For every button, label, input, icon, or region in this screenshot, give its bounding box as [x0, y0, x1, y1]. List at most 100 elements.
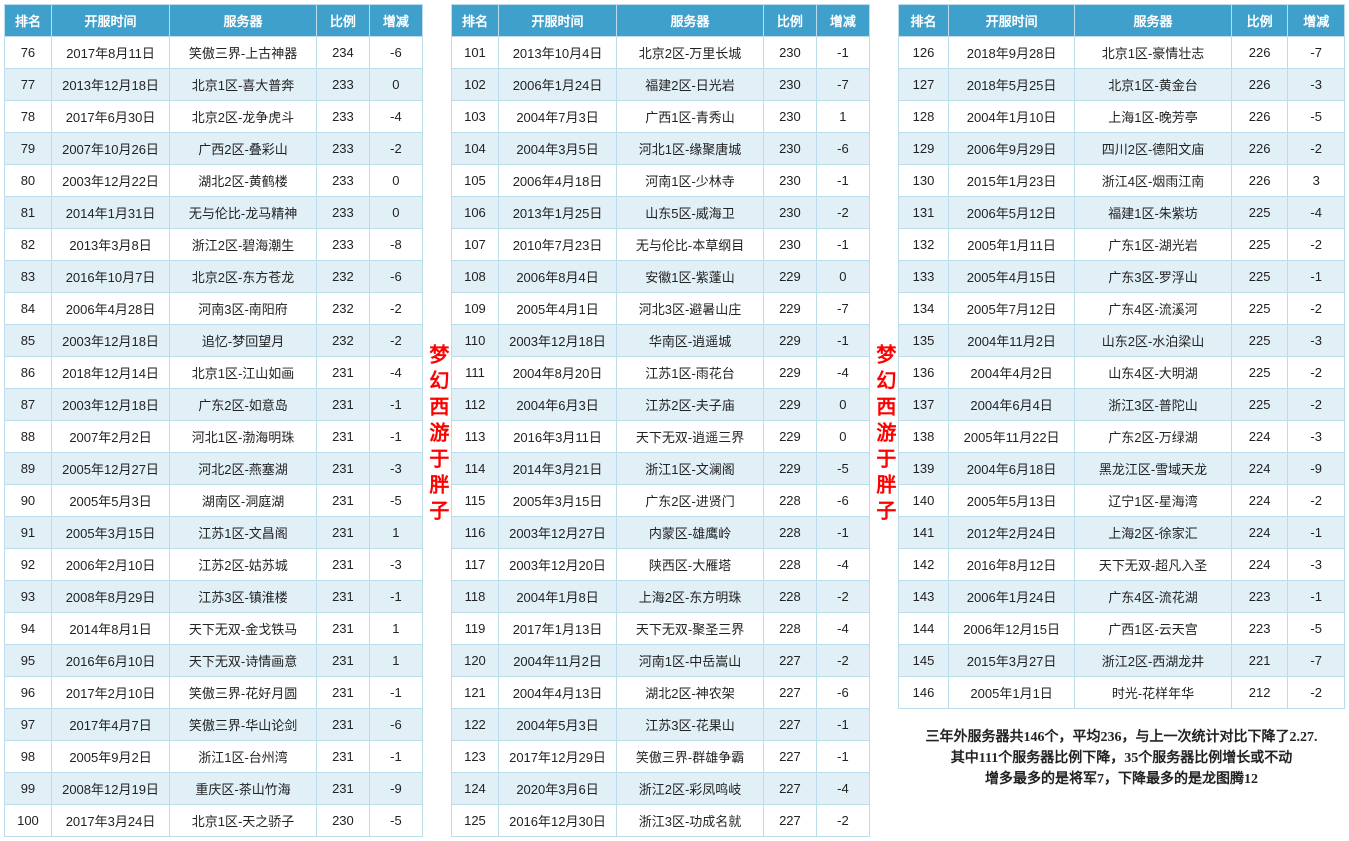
cell-ratio: 225 — [1231, 261, 1288, 293]
cell-delta: 0 — [369, 165, 422, 197]
cell-date: 2004年1月10日 — [949, 101, 1075, 133]
summary-text: 三年外服务器共146个，平均236，与上一次统计对比下降了2.27.其中111个… — [898, 719, 1345, 798]
cell-rank: 143 — [899, 581, 949, 613]
cell-rank: 76 — [5, 37, 52, 69]
cell-server: 湖北2区-神农架 — [617, 677, 764, 709]
ranking-table-3: 排名开服时间服务器比例增减1262018年9月28日北京1区-豪情壮志226-7… — [898, 4, 1345, 709]
table-row: 1322005年1月11日广东1区-湖光岩225-2 — [899, 229, 1345, 261]
table-row: 832016年10月7日北京2区-东方苍龙232-6 — [5, 261, 452, 293]
cell-ratio: 231 — [316, 613, 369, 645]
cell-delta: -6 — [816, 677, 869, 709]
cell-server: 江苏1区-雨花台 — [617, 357, 764, 389]
cell-date: 2005年4月1日 — [498, 293, 616, 325]
table-row: 762017年8月11日笑傲三界-上古神器234-6梦幻西游于胖子 — [5, 37, 452, 69]
cell-delta: -1 — [369, 581, 422, 613]
table-row: 1442006年12月15日广西1区-云天宫223-5 — [899, 613, 1345, 645]
cell-server: 北京1区-江山如画 — [170, 357, 317, 389]
cell-server: 河北1区-渤海明珠 — [170, 421, 317, 453]
cell-delta: -4 — [1288, 197, 1345, 229]
table-row: 922006年2月10日江苏2区-姑苏城231-3 — [5, 549, 452, 581]
cell-ratio: 212 — [1231, 677, 1288, 709]
header-ratio: 比例 — [1231, 5, 1288, 37]
cell-delta: -4 — [369, 101, 422, 133]
table-row: 1222004年5月3日江苏3区-花果山227-1 — [452, 709, 899, 741]
table-row: 1282004年1月10日上海1区-晚芳亭226-5 — [899, 101, 1345, 133]
cell-delta: -2 — [816, 645, 869, 677]
cell-rank: 107 — [452, 229, 499, 261]
cell-date: 2020年3月6日 — [498, 773, 616, 805]
cell-date: 2007年2月2日 — [51, 421, 169, 453]
table-row: 1232017年12月29日笑傲三界-群雄争霸227-1 — [452, 741, 899, 773]
cell-rank: 125 — [452, 805, 499, 837]
table-block-3: 排名开服时间服务器比例增减1262018年9月28日北京1区-豪情壮志226-7… — [898, 4, 1345, 837]
cell-ratio: 226 — [1231, 37, 1288, 69]
cell-server: 广东4区-流溪河 — [1075, 293, 1232, 325]
cell-rank: 80 — [5, 165, 52, 197]
cell-delta: -7 — [816, 69, 869, 101]
tables-container: 排名开服时间服务器比例增减762017年8月11日笑傲三界-上古神器234-6梦… — [4, 4, 1345, 837]
table-row: 1182004年1月8日上海2区-东方明珠228-2 — [452, 581, 899, 613]
cell-rank: 141 — [899, 517, 949, 549]
cell-date: 2003年12月27日 — [498, 517, 616, 549]
cell-server: 河南1区-少林寺 — [617, 165, 764, 197]
cell-rank: 138 — [899, 421, 949, 453]
cell-ratio: 233 — [316, 69, 369, 101]
cell-delta: -4 — [816, 773, 869, 805]
cell-rank: 115 — [452, 485, 499, 517]
cell-delta: 1 — [369, 613, 422, 645]
cell-delta: -1 — [816, 709, 869, 741]
cell-delta: -1 — [1288, 517, 1345, 549]
cell-delta: -6 — [369, 709, 422, 741]
table-row: 1352004年11月2日山东2区-水泊梁山225-3 — [899, 325, 1345, 357]
cell-server: 山东2区-水泊梁山 — [1075, 325, 1232, 357]
cell-rank: 103 — [452, 101, 499, 133]
cell-delta: -2 — [1288, 389, 1345, 421]
header-ratio: 比例 — [316, 5, 369, 37]
table-row: 1362004年4月2日山东4区-大明湖225-2 — [899, 357, 1345, 389]
cell-ratio: 227 — [763, 709, 816, 741]
cell-rank: 121 — [452, 677, 499, 709]
cell-server: 河南1区-中岳嵩山 — [617, 645, 764, 677]
cell-ratio: 225 — [1231, 197, 1288, 229]
cell-delta: -1 — [816, 741, 869, 773]
cell-server: 无与伦比-龙马精神 — [170, 197, 317, 229]
summary-line-2: 其中111个服务器比例下降，35个服务器比例增长或不动 — [904, 748, 1339, 769]
cell-rank: 124 — [452, 773, 499, 805]
cell-server: 山东5区-威海卫 — [617, 197, 764, 229]
cell-server: 江苏2区-夫子庙 — [617, 389, 764, 421]
cell-delta: -7 — [1288, 37, 1345, 69]
cell-ratio: 231 — [316, 453, 369, 485]
table-row: 912005年3月15日江苏1区-文昌阁2311 — [5, 517, 452, 549]
cell-rank: 128 — [899, 101, 949, 133]
cell-date: 2003年12月18日 — [498, 325, 616, 357]
cell-rank: 100 — [5, 805, 52, 837]
cell-delta: -1 — [369, 389, 422, 421]
table-row: 782017年6月30日北京2区-龙争虎斗233-4 — [5, 101, 452, 133]
table-row: 992008年12月19日重庆区-茶山竹海231-9 — [5, 773, 452, 805]
cell-rank: 95 — [5, 645, 52, 677]
table-row: 1242020年3月6日浙江2区-彩凤鸣岐227-4 — [452, 773, 899, 805]
cell-ratio: 228 — [763, 517, 816, 549]
watermark: 梦幻西游于胖子 — [869, 37, 898, 837]
cell-date: 2014年8月1日 — [51, 613, 169, 645]
cell-date: 2017年1月13日 — [498, 613, 616, 645]
cell-server: 天下无双-逍遥三界 — [617, 421, 764, 453]
cell-rank: 78 — [5, 101, 52, 133]
cell-delta: -2 — [1288, 485, 1345, 517]
cell-server: 广西1区-云天宫 — [1075, 613, 1232, 645]
cell-delta: -3 — [1288, 325, 1345, 357]
cell-delta: -4 — [816, 357, 869, 389]
cell-ratio: 231 — [316, 581, 369, 613]
table-row: 1302015年1月23日浙江4区-烟雨江南2263 — [899, 165, 1345, 197]
table-row: 892005年12月27日河北2区-燕塞湖231-3 — [5, 453, 452, 485]
table-row: 812014年1月31日无与伦比-龙马精神2330 — [5, 197, 452, 229]
cell-server: 华南区-逍遥城 — [617, 325, 764, 357]
cell-date: 2017年3月24日 — [51, 805, 169, 837]
cell-rank: 87 — [5, 389, 52, 421]
cell-server: 浙江2区-西湖龙井 — [1075, 645, 1232, 677]
cell-ratio: 233 — [316, 229, 369, 261]
cell-server: 广东1区-湖光岩 — [1075, 229, 1232, 261]
cell-ratio: 233 — [316, 197, 369, 229]
cell-ratio: 229 — [763, 325, 816, 357]
cell-server: 天下无双-诗情画意 — [170, 645, 317, 677]
